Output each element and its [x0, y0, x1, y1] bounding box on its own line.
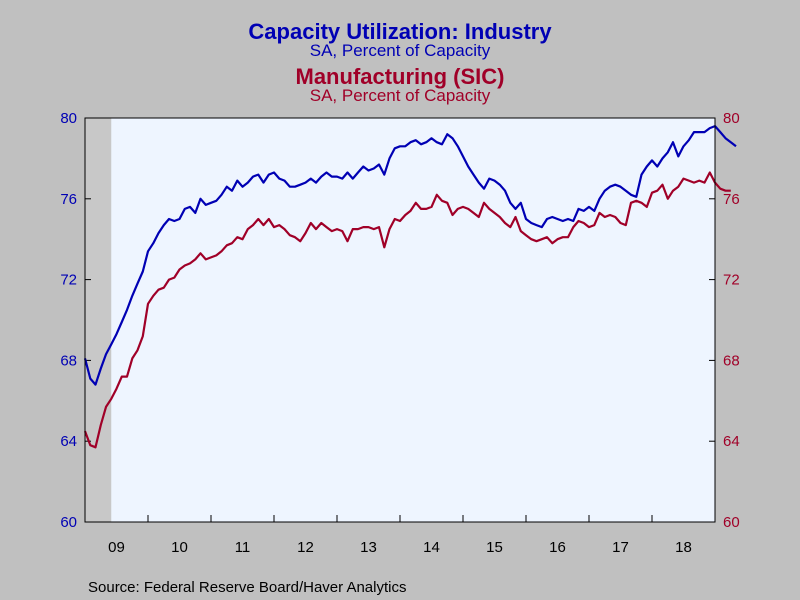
y-left-tick-label: 60 — [60, 514, 77, 531]
source-note: Source: Federal Reserve Board/Haver Anal… — [88, 579, 407, 596]
recession-shading — [85, 118, 112, 522]
axis-labels: 09 10 11 12 13 14 15 16 17 18 60 64 68 72 76 80 60 64 68 72… — [60, 110, 739, 556]
x-tick-label: 12 — [297, 539, 314, 556]
y-left-tick-label: 80 — [60, 110, 77, 127]
x-tick-label: 14 — [423, 539, 440, 556]
y-left-tick-label: 72 — [60, 272, 77, 289]
x-tick-label: 13 — [360, 539, 377, 556]
series-layer — [83, 124, 737, 449]
y-right-tick-label: 64 — [723, 433, 740, 450]
y-right-tick-label: 72 — [723, 272, 740, 289]
x-tick-label: 11 — [235, 539, 251, 556]
chart-title-industry: Capacity Utilization: Industry — [248, 19, 552, 44]
plot-frame — [84, 117, 716, 523]
plot-area — [85, 118, 715, 522]
x-tick-label: 09 — [108, 539, 125, 556]
chart-subtitle-industry: SA, Percent of Capacity — [309, 41, 491, 60]
y-left-tick-label: 68 — [60, 352, 77, 369]
series-line-manufacturing — [83, 171, 731, 449]
chart-title-manufacturing: Manufacturing (SIC) — [295, 64, 505, 89]
x-tick-label: 18 — [675, 539, 692, 556]
x-tick-label: 15 — [486, 539, 503, 556]
x-tick-label: 10 — [171, 539, 188, 556]
chart-subtitle-manufacturing: SA, Percent of Capacity — [309, 86, 491, 105]
y-right-tick-label: 68 — [723, 352, 740, 369]
y-right-tick-label: 60 — [723, 514, 740, 531]
y-right-tick-label: 76 — [723, 191, 740, 208]
y-right-tick-label: 80 — [723, 110, 740, 127]
y-left-tick-label: 64 — [60, 433, 77, 450]
y-left-tick-label: 76 — [60, 191, 77, 208]
x-tick-label: 17 — [612, 539, 629, 556]
series-line-industry — [83, 124, 737, 386]
x-tick-label: 16 — [549, 539, 566, 556]
